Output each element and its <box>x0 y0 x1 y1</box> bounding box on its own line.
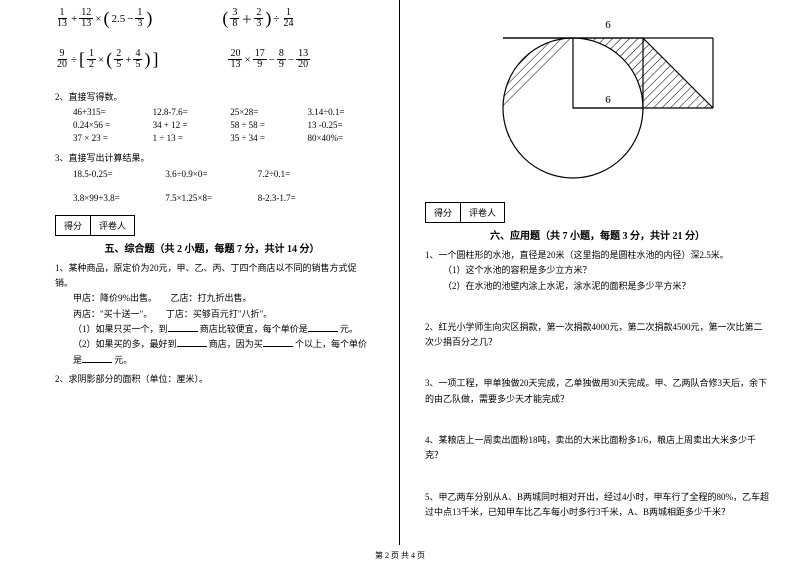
q6-1b: （2）在水池的池壁内涂上水泥，涂水泥的面积是多少平方米？ <box>443 279 770 294</box>
figure-svg: 6 6 <box>473 8 723 188</box>
blank <box>168 322 198 332</box>
section-6-title: 六、应用题（共 7 小题，每题 3 分，共计 21 分） <box>425 227 770 242</box>
q6-1a: （1）这个水池的容积是多少立方米？ <box>443 263 770 278</box>
q6-1: 1、一个圆柱形的水池，直径是20米（这里指的是圆柱水池的内径）深2.5米。 （1… <box>425 248 770 294</box>
blank <box>177 337 207 347</box>
calc-cell: 0.24×56 = <box>73 120 135 130</box>
q6-1-text: 1、一个圆柱形的水池，直径是20米（这里指的是圆柱水池的内径）深2.5米。 <box>425 248 770 263</box>
calc-cell: 3.14÷0.1= <box>307 107 369 117</box>
calc-cell: 3.8×99+3.8= <box>73 193 147 203</box>
score-label: 得分 <box>55 215 91 236</box>
calc-cell: 25×28= <box>230 107 289 117</box>
calc-cell: 1 ÷ 13 = <box>153 133 213 143</box>
calc-grid-2: 18.5-0.25= 3.6÷0.9×0= 7.2÷0.1= 3.8×99+3.… <box>73 169 369 203</box>
score-label: 得分 <box>425 202 461 223</box>
radius-label: 6 <box>605 94 611 106</box>
right-column: 6 6 得分 评卷人 六、应用题（共 7 小题，每题 3 分，共计 21 分） … <box>400 0 800 545</box>
expr-1b: ( 38 ＋ 23 ) ÷ 124 <box>222 8 295 29</box>
calc-cell <box>341 169 369 179</box>
calc-cell: 13 -0.25= <box>307 120 369 130</box>
score-box-5: 得分 评卷人 <box>55 215 369 236</box>
q5-1c: （1）如果只买一个，到 商店比较便宜，每个单价是 元。 <box>73 322 369 337</box>
q5-1: 1、某种商品，原定价为20元，甲、乙、丙、丁四个商店以不同的销售方式促销。 甲店… <box>55 261 369 368</box>
calc-cell: 80×40%= <box>307 133 369 143</box>
q5-1d-b: 商店，因为买 <box>209 339 263 349</box>
q5-1d: （2）如果买的多，最好到 商店，因为买 个以上，每个单价是 元。 <box>73 337 369 368</box>
q5-1a: 甲店：降价9%出售。 乙店：打九折出售。 <box>73 291 369 306</box>
section-5-title: 五、综合题（共 2 小题，每题 7 分，共计 14 分） <box>55 240 369 255</box>
q6-5: 5、甲乙两车分别从A、B两城同时相对开出，经过4小时，甲车行了全程的80%，乙车… <box>425 490 770 521</box>
p3-title: 3、直接写出计算结果。 <box>55 151 369 165</box>
grader-label: 评卷人 <box>90 215 135 236</box>
calc-cell: 7.5×1.25×8= <box>165 193 239 203</box>
top-label: 6 <box>605 19 611 31</box>
blank <box>308 322 338 332</box>
calc-cell: 7.2÷0.1= <box>258 169 324 179</box>
blank <box>82 353 112 363</box>
calc-cell: 58 ÷ 58 = <box>230 120 289 130</box>
q5-1d-a: （2）如果买的多，最好到 <box>73 339 177 349</box>
page-footer: 第 2 页 共 4 页 <box>0 550 800 561</box>
q5-1-text: 1、某种商品，原定价为20元，甲、乙、丙、丁四个商店以不同的销售方式促销。 <box>55 261 369 292</box>
calc-cell: 46+315= <box>73 107 135 117</box>
expr-1a: 113 + 1213 × ( 2.5 − 13 ) <box>55 8 152 29</box>
calc-cell: 37 × 23 = <box>73 133 135 143</box>
calc-cell: 34 + 12 = <box>153 120 213 130</box>
calc-cell: 18.5-0.25= <box>73 169 147 179</box>
page-container: 113 + 1213 × ( 2.5 − 13 ) ( 38 ＋ 23 ) ÷ … <box>0 0 800 545</box>
math-row-1: 113 + 1213 × ( 2.5 − 13 ) ( 38 ＋ 23 ) ÷ … <box>55 8 369 29</box>
q5-1c-a: （1）如果只买一个，到 <box>73 324 168 334</box>
calc-cell: 3.6÷0.9×0= <box>165 169 239 179</box>
calc-cell: 35 ÷ 34 = <box>230 133 289 143</box>
q6-4: 4、某粮店上一周卖出面粉18吨，卖出的大米比面粉多1/6，粮店上周卖出大米多少千… <box>425 433 770 464</box>
calc-cell <box>341 193 369 203</box>
q5-1c-c: 元。 <box>340 324 358 334</box>
math-row-2: 920 ÷ [ 12 × ( 25 + 45 ) ] 2013 × 179 − … <box>55 49 369 70</box>
q5-1c-b: 商店比较便宜，每个单价是 <box>200 324 308 334</box>
grader-label: 评卷人 <box>460 202 505 223</box>
q6-3: 3、一项工程，甲单独做20天完成，乙单独做用30天完成。甲、乙两队合修3天后，余… <box>425 376 770 407</box>
q5-1d-d: 元。 <box>114 355 132 365</box>
q5-2: 2、求阴影部分的面积（单位：厘米）。 <box>55 372 369 387</box>
blank <box>263 337 293 347</box>
p2-title: 2、直接写得数。 <box>55 90 369 104</box>
left-column: 113 + 1213 × ( 2.5 − 13 ) ( 38 ＋ 23 ) ÷ … <box>0 0 400 545</box>
expr-2a: 920 ÷ [ 12 × ( 25 + 45 ) ] <box>55 49 158 70</box>
calc-grid-1: 46+315= 12.8-7.6= 25×28= 3.14÷0.1= 0.24×… <box>73 107 369 143</box>
calc-cell: 8-2.3-1.7= <box>258 193 324 203</box>
geometry-figure: 6 6 <box>425 8 770 190</box>
calc-cell: 12.8-7.6= <box>153 107 213 117</box>
expr-2b: 2013 × 179 − 89 − 1320 <box>228 49 310 70</box>
score-box-6: 得分 评卷人 <box>425 202 770 223</box>
q6-2: 2、红光小学师生向灾区捐款，第一次捐款4000元，第二次捐款4500元，第一次比… <box>425 320 770 351</box>
q5-1b: 丙店："买十送一"。 丁店：买够百元打"八折"。 <box>73 307 369 322</box>
